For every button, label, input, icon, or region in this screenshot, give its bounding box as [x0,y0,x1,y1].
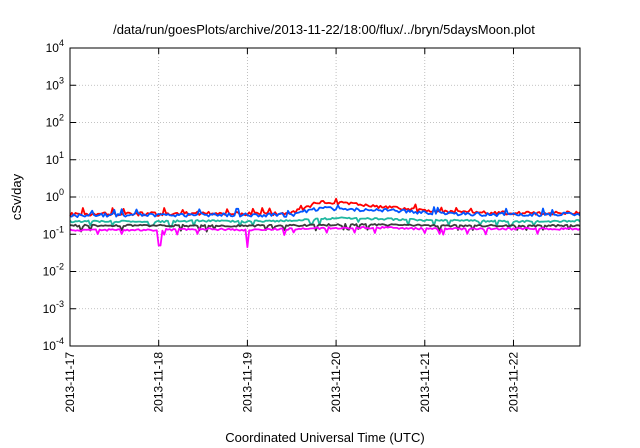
x-tick-label: 2013-11-20 [329,352,343,413]
y-tick-label: 10-4 [43,336,64,353]
series-line-1 [69,197,581,217]
y-tick-label: 103 [46,75,64,92]
x-tick-label: 2013-11-17 [63,352,77,413]
chart-title: /data/run/goesPlots/archive/2013-11-22/1… [113,22,535,37]
x-axis-ticks: 2013-11-17 2013-11-18 2013-11-19 2013-11-20… [63,48,520,413]
series-line-4 [69,223,581,233]
y-tick-label: 10-1 [43,224,64,241]
x-axis-label: Coordinated Universal Time (UTC) [225,430,424,445]
y-tick-label: 10-2 [43,262,64,279]
y-axis-label: cSv/day [9,173,24,220]
series-group [69,197,581,249]
x-tick-label: 2013-11-19 [240,352,254,413]
y-tick-label: 101 [46,150,64,167]
series-line-3 [69,216,581,228]
x-tick-label: 2013-11-21 [418,352,432,413]
y-tick-label: 100 [46,187,64,204]
y-tick-label: 10-3 [43,299,64,316]
y-tick-label: 104 [46,38,64,55]
series-line-2 [69,204,581,218]
y-tick-label: 102 [46,113,64,130]
series-line-5 [69,225,581,249]
x-tick-label: 2013-11-18 [152,352,166,413]
x-tick-label: 2013-11-22 [506,352,520,413]
grid [70,48,580,346]
y-axis-ticks: 104 103 102 101 100 10-1 10-2 10-3 10-4 [43,38,580,353]
